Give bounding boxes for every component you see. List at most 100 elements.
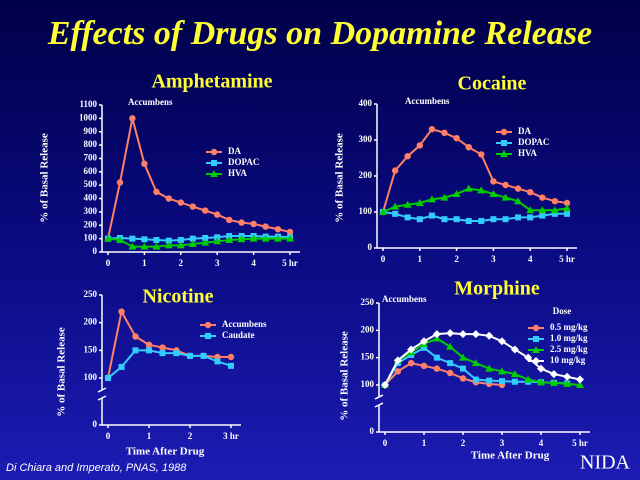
y-tick-label: 200 [361, 324, 375, 334]
x-tick-label: 1 [147, 431, 152, 441]
marker [471, 330, 480, 339]
y-tick-label: 100 [361, 379, 375, 389]
x-tick-label: 2 [179, 258, 184, 268]
y-tick-label: 400 [84, 193, 98, 203]
marker [433, 354, 440, 361]
x-tick-label: 3 [500, 438, 505, 448]
y-tick-label: 0 [93, 246, 98, 256]
marker [129, 235, 136, 242]
marker [391, 167, 399, 174]
marker [539, 212, 546, 219]
marker [526, 206, 535, 214]
y-axis-label: % of Basal Release [339, 331, 351, 421]
x-tick-label: 3 [491, 254, 496, 264]
marker [228, 362, 234, 369]
marker [286, 228, 294, 236]
axis-break [374, 394, 384, 400]
legend-label: 10 mg/kg [550, 355, 586, 365]
y-tick-label: 150 [84, 344, 98, 354]
legend-label: Accumbens [222, 319, 267, 329]
legend-label: Caudate [222, 330, 255, 340]
marker [177, 199, 184, 206]
marker [459, 330, 467, 339]
marker [514, 185, 522, 192]
y-tick-label: 800 [84, 139, 98, 149]
marker [214, 211, 221, 218]
x-tick-label: 1 [422, 438, 427, 448]
marker [407, 345, 416, 354]
marker [498, 337, 506, 346]
marker [420, 337, 428, 346]
marker [381, 381, 389, 389]
marker [428, 212, 435, 219]
x-tick-label: 4 [251, 258, 256, 268]
marker [527, 189, 534, 196]
y-tick-label: 200 [84, 219, 98, 229]
marker [249, 234, 258, 242]
marker [153, 188, 160, 196]
legend-label: HVA [518, 148, 537, 158]
marker [532, 324, 540, 332]
marker [478, 218, 485, 224]
x-axis-label: Time After Drug [126, 446, 205, 458]
y-tick-label: 300 [359, 134, 373, 144]
x-tick-label: 3 hr [223, 431, 239, 441]
marker [453, 216, 460, 223]
legend-label: 2.5 mg/kg [550, 344, 588, 354]
marker [485, 331, 494, 340]
legend-label: DOPAC [228, 157, 259, 167]
x-tick-label: 0 [106, 258, 111, 268]
marker [550, 206, 559, 214]
marker [440, 193, 449, 201]
marker [159, 344, 166, 351]
axis-break [374, 402, 384, 408]
marker [499, 378, 505, 385]
marker [427, 195, 436, 203]
marker [214, 234, 221, 241]
marker [152, 242, 161, 250]
marker [524, 375, 533, 383]
marker [490, 178, 497, 185]
marker [537, 378, 545, 386]
marker [465, 218, 472, 224]
marker [394, 368, 402, 375]
marker [563, 199, 571, 207]
marker [286, 234, 294, 242]
marker [452, 190, 461, 197]
y-axis-label: % of Basal Release [334, 133, 346, 223]
marker [159, 350, 166, 357]
x-tick-label: 4 [539, 438, 544, 448]
marker [129, 115, 136, 122]
marker [201, 238, 210, 246]
slide-title: Effects of Drugs on Dopamine Release [47, 15, 592, 52]
legend-label: DOPAC [518, 137, 549, 147]
y-tick-label: 250 [361, 297, 375, 307]
y-tick-label: 1100 [79, 99, 97, 109]
x-tick-label: 5 hr [282, 258, 298, 268]
marker [273, 234, 282, 242]
x-tick-label: 2 [461, 438, 466, 448]
y-tick-label: 600 [84, 166, 98, 176]
y-tick-label: 100 [359, 206, 373, 216]
y-tick-label: 100 [84, 372, 98, 382]
citation: Di Chiara and Imperato, PNAS, 1988 [6, 462, 187, 474]
x-tick-label: 2 [454, 254, 459, 264]
marker [211, 160, 217, 166]
marker [489, 190, 498, 197]
marker [510, 345, 519, 354]
x-tick-label: 1 [418, 254, 423, 264]
y-tick-label: 100 [84, 233, 98, 243]
marker [490, 216, 497, 223]
marker [250, 220, 257, 228]
marker [532, 346, 540, 353]
marker [262, 223, 269, 230]
marker [404, 153, 411, 160]
marker [460, 365, 466, 372]
y-tick-label: 700 [84, 153, 98, 163]
x-tick-label: 1 [142, 258, 147, 268]
series-line [382, 128, 568, 213]
marker [132, 347, 139, 354]
y-tick-label: 0 [368, 242, 373, 252]
marker [205, 333, 211, 339]
